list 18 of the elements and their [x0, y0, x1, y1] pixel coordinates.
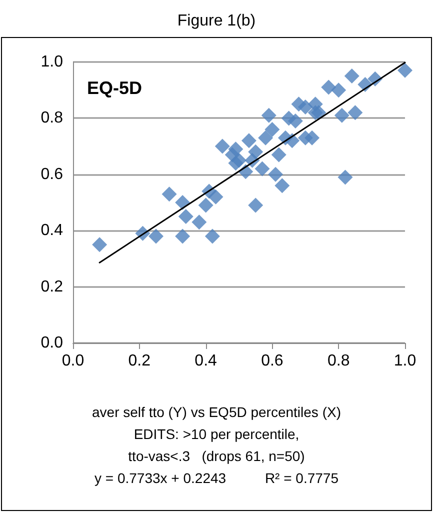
text: y = 0.7733x + 0.2243 R² = 0.7775 [94, 470, 339, 486]
y-tick-label: 1.0 [40, 54, 64, 70]
x-tick-label: 0.0 [62, 352, 84, 370]
y-tick-label: 0.2 [40, 278, 64, 296]
text: aver self tto (Y) vs EQ5D percentiles (X) [92, 404, 341, 420]
y-tick-label: 0.6 [40, 166, 64, 183]
annotation: EQ-5D [87, 78, 142, 98]
x-tick-label: 0.6 [261, 352, 284, 370]
y-tick-label: 0.0 [40, 334, 64, 352]
y-tick-label: 0.4 [40, 222, 64, 240]
x-tick-label: 0.2 [128, 352, 151, 370]
chart-title: Figure 1(b) [177, 12, 256, 30]
text: tto-vas<.3 (drops 61, n=50) [128, 448, 305, 464]
x-tick-label: 0.8 [327, 352, 350, 370]
text: EDITS: >10 per percentile, [134, 426, 300, 442]
x-tick-label: 1.0 [394, 352, 416, 370]
x-tick-label: 0.4 [194, 352, 218, 370]
y-tick-label: 0.8 [40, 110, 64, 127]
